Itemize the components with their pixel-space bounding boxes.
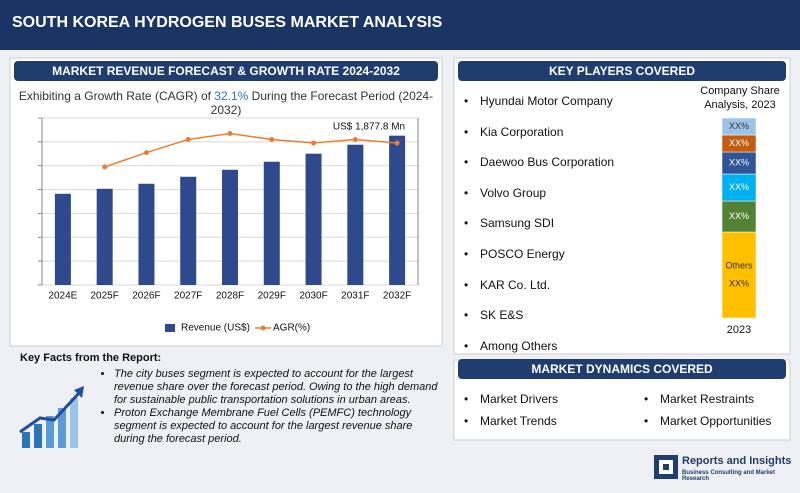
bar: [180, 176, 197, 285]
share-segment: [721, 231, 757, 319]
subtitle-text: Exhibiting a Growth Rate (CAGR) of: [18, 89, 211, 103]
share-segment: [721, 173, 757, 202]
share-label: XX%: [729, 157, 749, 167]
facts-list: The city buses segment is expected to ac…: [96, 368, 444, 446]
facts-title: Key Facts from the Report:: [20, 352, 162, 364]
fact-item: Proton Exchange Membrane Fuel Cells (PEM…: [114, 407, 444, 446]
bar: [389, 135, 406, 285]
growth-icon: [19, 386, 84, 448]
agr-point: [185, 136, 191, 142]
player-item: POSCO Energy: [464, 247, 565, 261]
player-item: Kia Corporation: [464, 125, 563, 139]
share-name: Others: [725, 260, 753, 270]
x-tick-label: 2027F: [174, 291, 202, 302]
x-tick-label: 2024E: [48, 291, 77, 302]
bar: [138, 183, 155, 285]
bar: [263, 161, 280, 285]
agr-point: [269, 136, 275, 142]
x-tick-label: 2031F: [341, 291, 369, 302]
x-tick-label: 2029F: [258, 291, 286, 302]
share-label: XX%: [729, 182, 749, 192]
value-label: US$ 1,877.8 Mn: [333, 121, 405, 132]
dynamics-item: Market Drivers: [464, 392, 558, 406]
subtitle: Exhibiting a Growth Rate (CAGR) of 32.1%…: [14, 89, 438, 117]
logo-tagline: Business Consulting and Market Research: [682, 470, 776, 482]
player-item: Daewoo Bus Corporation: [464, 155, 614, 169]
agr-point: [311, 140, 317, 146]
section-title: KEY PLAYERS COVERED: [458, 61, 786, 81]
subtitle-text: During the Forecast Period (2024-2032): [210, 89, 434, 117]
section-title: MARKET REVENUE FORECAST & GROWTH RATE 20…: [14, 61, 438, 81]
fact-item: The city buses segment is expected to ac…: [114, 368, 444, 407]
logo-name: Reports and Insights: [682, 455, 792, 467]
dynamics-item: Market Opportunities: [644, 414, 771, 428]
share-segment: [721, 117, 757, 136]
header-bar: [0, 0, 800, 50]
bar: [54, 193, 71, 285]
agr-point: [352, 136, 358, 142]
agr-line: [104, 132, 398, 168]
agr-point: [394, 140, 400, 146]
player-item: KAR Co. Ltd.: [464, 278, 550, 292]
x-tick-label: 2025F: [90, 291, 118, 302]
x-tick-label: 2030F: [299, 291, 327, 302]
bar: [347, 144, 364, 285]
agr-point: [102, 164, 108, 170]
bar: [222, 169, 238, 285]
section-title: MARKET DYNAMICS COVERED: [458, 359, 786, 379]
x-tick-label: 2026F: [132, 291, 160, 302]
player-item: SK E&S: [464, 308, 523, 322]
share-segment: [721, 200, 757, 233]
player-item: Volvo Group: [464, 186, 546, 200]
share-label: XX%: [729, 138, 749, 148]
bar: [305, 153, 322, 285]
bar: [96, 188, 113, 285]
x-tick-label: 2023: [727, 324, 751, 336]
legend-swatch: [165, 324, 175, 332]
x-tick-label: 2032F: [383, 291, 411, 302]
x-tick-label: 2028F: [216, 291, 244, 302]
legend-swatch: [260, 325, 266, 331]
player-item: Hyundai Motor Company: [464, 94, 613, 108]
legend-label: AGR(%): [273, 323, 310, 334]
agr-point: [227, 131, 233, 137]
dynamics-item: Market Trends: [464, 414, 557, 428]
page-title: SOUTH KOREA HYDROGEN BUSES MARKET ANALYS…: [12, 14, 443, 31]
dynamics-item: Market Restraints: [644, 392, 754, 406]
share-label: XX%: [729, 121, 749, 131]
agr-point: [143, 150, 149, 156]
share-label: XX%: [729, 278, 749, 288]
share-label: XX%: [729, 211, 749, 221]
logo-icon: [654, 455, 678, 479]
subtitle-highlight: 32.1%: [214, 89, 249, 103]
player-item: Samsung SDI: [464, 216, 554, 230]
player-item: Among Others: [464, 339, 557, 353]
share-title: Company Share Analysis, 2023: [700, 85, 780, 111]
legend-label: Revenue (US$): [181, 323, 250, 334]
